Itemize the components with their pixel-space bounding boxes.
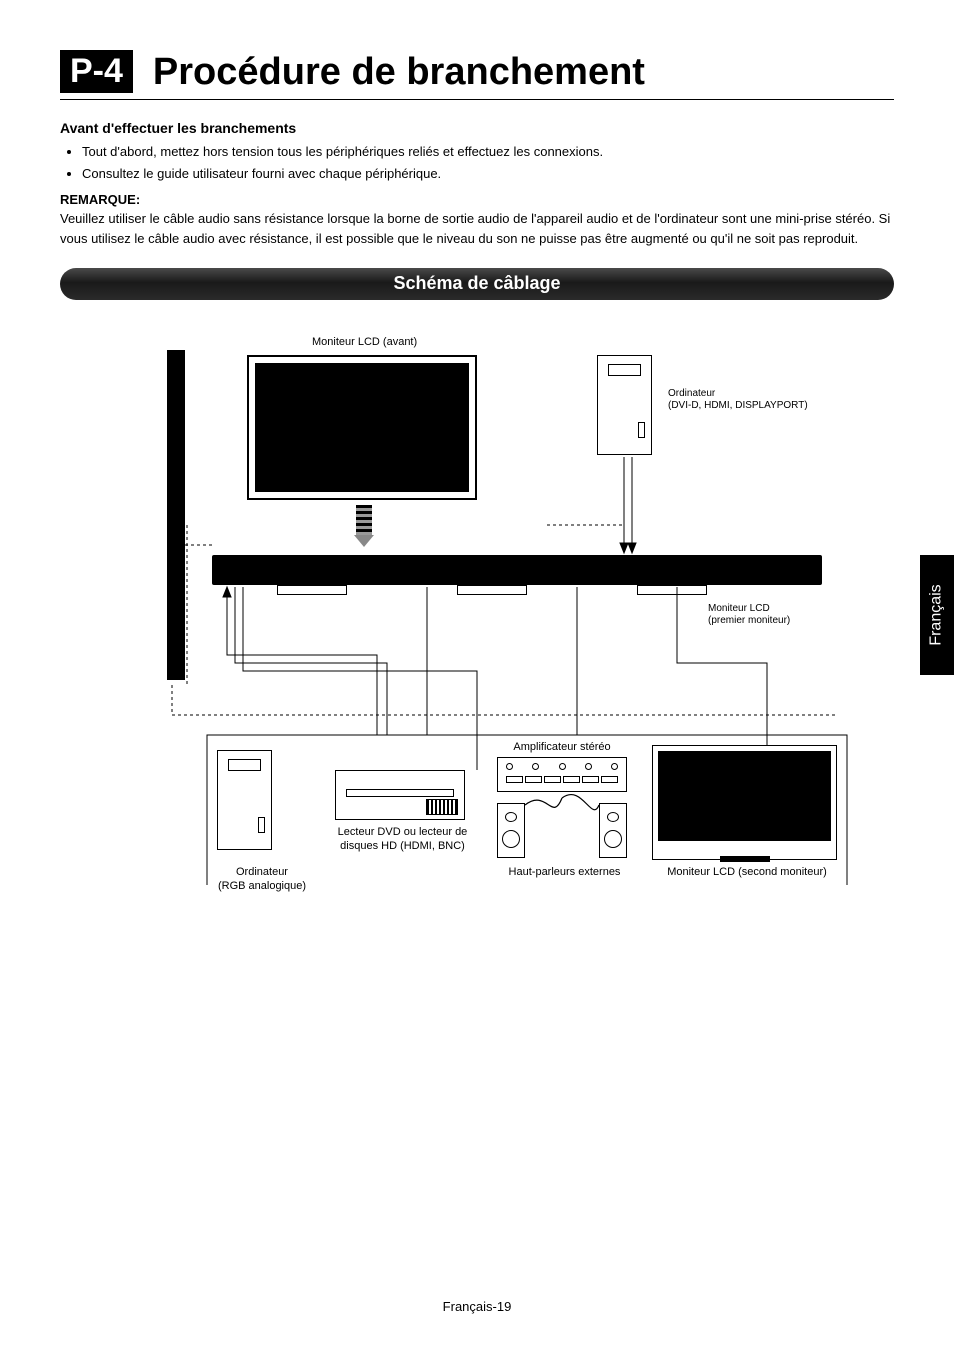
dvd-player-icon (335, 770, 465, 820)
computer-analog-icon (217, 750, 272, 850)
page-footer: Français-19 (0, 1299, 954, 1314)
wiring-diagram: Moniteur LCD (avant) Ordinateur (DVI-D, … (77, 325, 877, 945)
speakers-label: Haut-parleurs externes (497, 865, 632, 879)
label-line: Ordinateur (236, 866, 288, 878)
lcd-front-icon (247, 355, 477, 500)
first-monitor-label: Moniteur LCD (premier moniteur) (702, 595, 852, 635)
intro-subhead: Avant d'effectuer les branchements (60, 120, 894, 136)
section-heading-pill: Schéma de câblage (60, 268, 894, 300)
label-line: (RGB analogique) (218, 880, 306, 892)
dvd-player-label: Lecteur DVD ou lecteur de disques HD (HD… (330, 825, 475, 854)
language-tab: Français (920, 555, 954, 675)
label-line: Moniteur LCD (708, 603, 770, 615)
remarque-label: REMARQUE: (60, 192, 894, 207)
amp-label: Amplificateur stéréo (497, 740, 627, 754)
label-line: Lecteur DVD ou lecteur de (338, 826, 468, 838)
label-line: Ordinateur (668, 388, 715, 400)
speaker-wires (497, 793, 657, 873)
remarque-body: Veuillez utiliser le câble audio sans ré… (60, 209, 894, 249)
language-tab-label: Français (928, 584, 946, 645)
port-dock-icon (457, 585, 527, 595)
label-line: (premier moniteur) (708, 615, 790, 627)
second-monitor-label: Moniteur LCD (second moniteur) (652, 865, 842, 879)
port-panel-icon (212, 555, 822, 585)
section-number-badge: P-4 (60, 50, 133, 93)
port-dock-icon (637, 585, 707, 595)
label-line: disques HD (HDMI, BNC) (340, 840, 465, 852)
lcd-side-profile (167, 350, 185, 680)
page-title-row: P-4 Procédure de branchement (60, 50, 894, 100)
lcd-front-label: Moniteur LCD (avant) (312, 335, 417, 349)
page-title: Procédure de branchement (153, 53, 645, 91)
label-line: (DVI-D, HDMI, DISPLAYPORT) (668, 400, 808, 412)
computer-digital-label: Ordinateur (DVI-D, HDMI, DISPLAYPORT) (662, 380, 832, 420)
port-dock-icon (277, 585, 347, 595)
bullet-item: Consultez le guide utilisateur fourni av… (82, 164, 894, 184)
arrow-down-icon (354, 505, 374, 547)
computer-digital-icon (597, 355, 652, 455)
computer-analog-label: Ordinateur (RGB analogique) (207, 865, 317, 894)
lcd-screen-icon (255, 363, 469, 492)
second-monitor-icon (652, 745, 837, 860)
bullet-item: Tout d'abord, mettez hors tension tous l… (82, 142, 894, 162)
amplifier-icon (497, 757, 627, 792)
intro-bullets: Tout d'abord, mettez hors tension tous l… (60, 142, 894, 184)
